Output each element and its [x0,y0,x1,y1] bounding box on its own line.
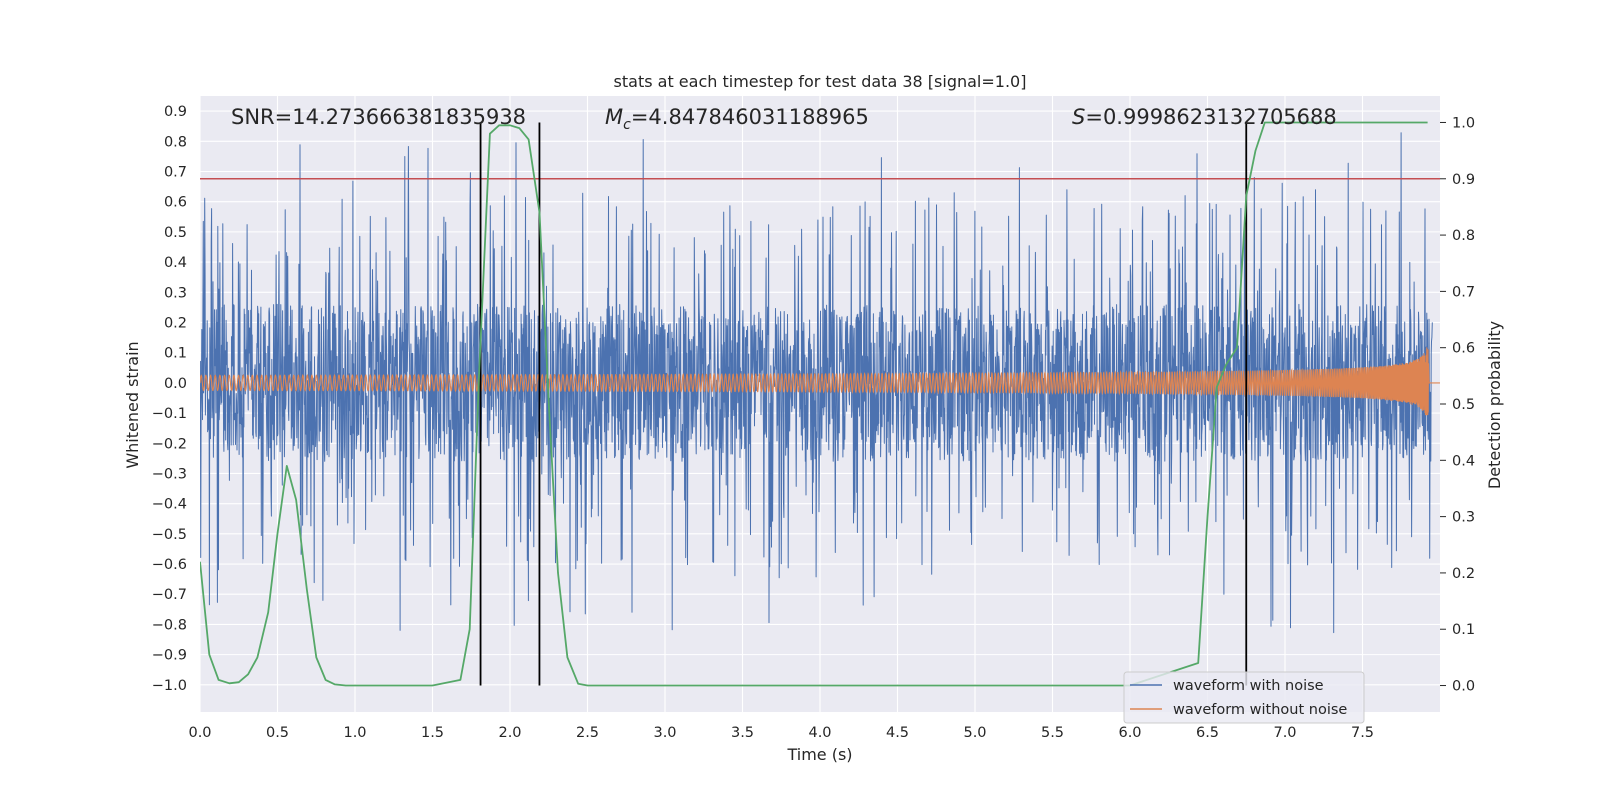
x-tick-label: 4.0 [808,725,831,741]
y-tick-label: −0.6 [152,557,187,573]
snr-annotation: SNR=14.273666381835938 [231,105,526,129]
y-tick-label: 0.7 [164,164,187,180]
y-tick-label: 0.4 [164,255,187,271]
y-tick-label: −0.1 [152,406,187,422]
x-axis-label: Time (s) [786,745,852,764]
y2-tick-label: 1.0 [1452,115,1475,131]
y2-tick-label: 0.1 [1452,622,1475,638]
x-tick-label: 0.5 [266,725,289,741]
y-tick-label: 0.1 [164,346,187,362]
y-tick-label: 0.6 [164,195,187,211]
x-axis-ticks: 0.0 0.5 1.0 1.5 2.0 2.5 3.0 3.5 4.0 4.5 5.0 5.5 6.0 6… [188,725,1374,741]
x-tick-label: 2.5 [576,725,599,741]
y2-tick-label: 0.9 [1452,172,1475,188]
series-detection-probability [200,121,1428,687]
y2-axis-ticks: 1.0 0.9 0.8 0.7 0.6 0.5 0.4 0.3 0.2 0.1 0.0 [1440,115,1475,695]
y2-tick-label: 0.5 [1452,397,1475,413]
y-tick-label: −0.4 [152,497,187,513]
chirp-mass-annotation: Mc=4.847846031188965 [605,105,869,133]
y-tick-label: −0.2 [152,436,187,452]
x-tick-label: 6.5 [1196,725,1219,741]
y-tick-label: 0.8 [164,134,187,150]
y-tick-label: 0.0 [164,376,187,392]
x-tick-label: 3.0 [653,725,676,741]
y-tick-label: −0.5 [152,527,187,543]
y-tick-label: 0.5 [164,225,187,241]
y-tick-label: −1.0 [152,678,187,694]
y-tick-label: 0.2 [164,315,187,331]
y2-tick-label: 0.6 [1452,341,1475,357]
x-tick-label: 4.5 [886,725,909,741]
x-tick-label: 5.0 [963,725,986,741]
x-tick-label: 7.5 [1351,725,1374,741]
y2-axis-label: Detection probability [1485,321,1504,489]
y-tick-label: −0.3 [152,466,187,482]
legend-box [1123,671,1365,724]
score-annotation: S=0.9998623132705688 [1072,105,1337,129]
legend: waveform with noise waveform without noi… [1123,671,1365,724]
y2-tick-label: 0.2 [1452,566,1475,582]
y2-tick-label: 0.0 [1452,679,1475,695]
chart-title: stats at each timestep for test data 38 … [614,72,1027,91]
x-tick-label: 0.0 [188,725,211,741]
x-tick-label: 2.0 [498,725,521,741]
y-axis-ticks: 0.9 0.8 0.7 0.6 0.5 0.4 0.3 0.2 0.1 0.0 −0.1 −0.2 −0… [152,104,187,694]
legend-label-waveform-with-noise: waveform with noise [1173,678,1324,694]
legend-label-waveform-without-noise: waveform without noise [1173,702,1347,718]
y-axis-label: Whitened strain [123,341,142,468]
y-tick-label: −0.7 [152,587,187,603]
x-tick-label: 6.0 [1118,725,1141,741]
y2-tick-label: 0.7 [1452,284,1475,300]
x-tick-label: 1.5 [421,725,444,741]
series-waveform-without-noise [200,347,1440,416]
y2-tick-label: 0.8 [1452,228,1475,244]
x-tick-label: 3.5 [731,725,754,741]
y-tick-label: −0.8 [152,617,187,633]
series-waveform-with-noise [200,132,1433,634]
x-tick-label: 7.0 [1273,725,1296,741]
y-tick-label: −0.9 [152,648,187,664]
x-tick-label: 1.0 [343,725,366,741]
y2-tick-label: 0.3 [1452,510,1475,526]
y2-tick-label: 0.4 [1452,453,1475,469]
y-tick-label: 0.9 [164,104,187,120]
x-tick-label: 5.5 [1041,725,1064,741]
y-tick-label: 0.3 [164,285,187,301]
